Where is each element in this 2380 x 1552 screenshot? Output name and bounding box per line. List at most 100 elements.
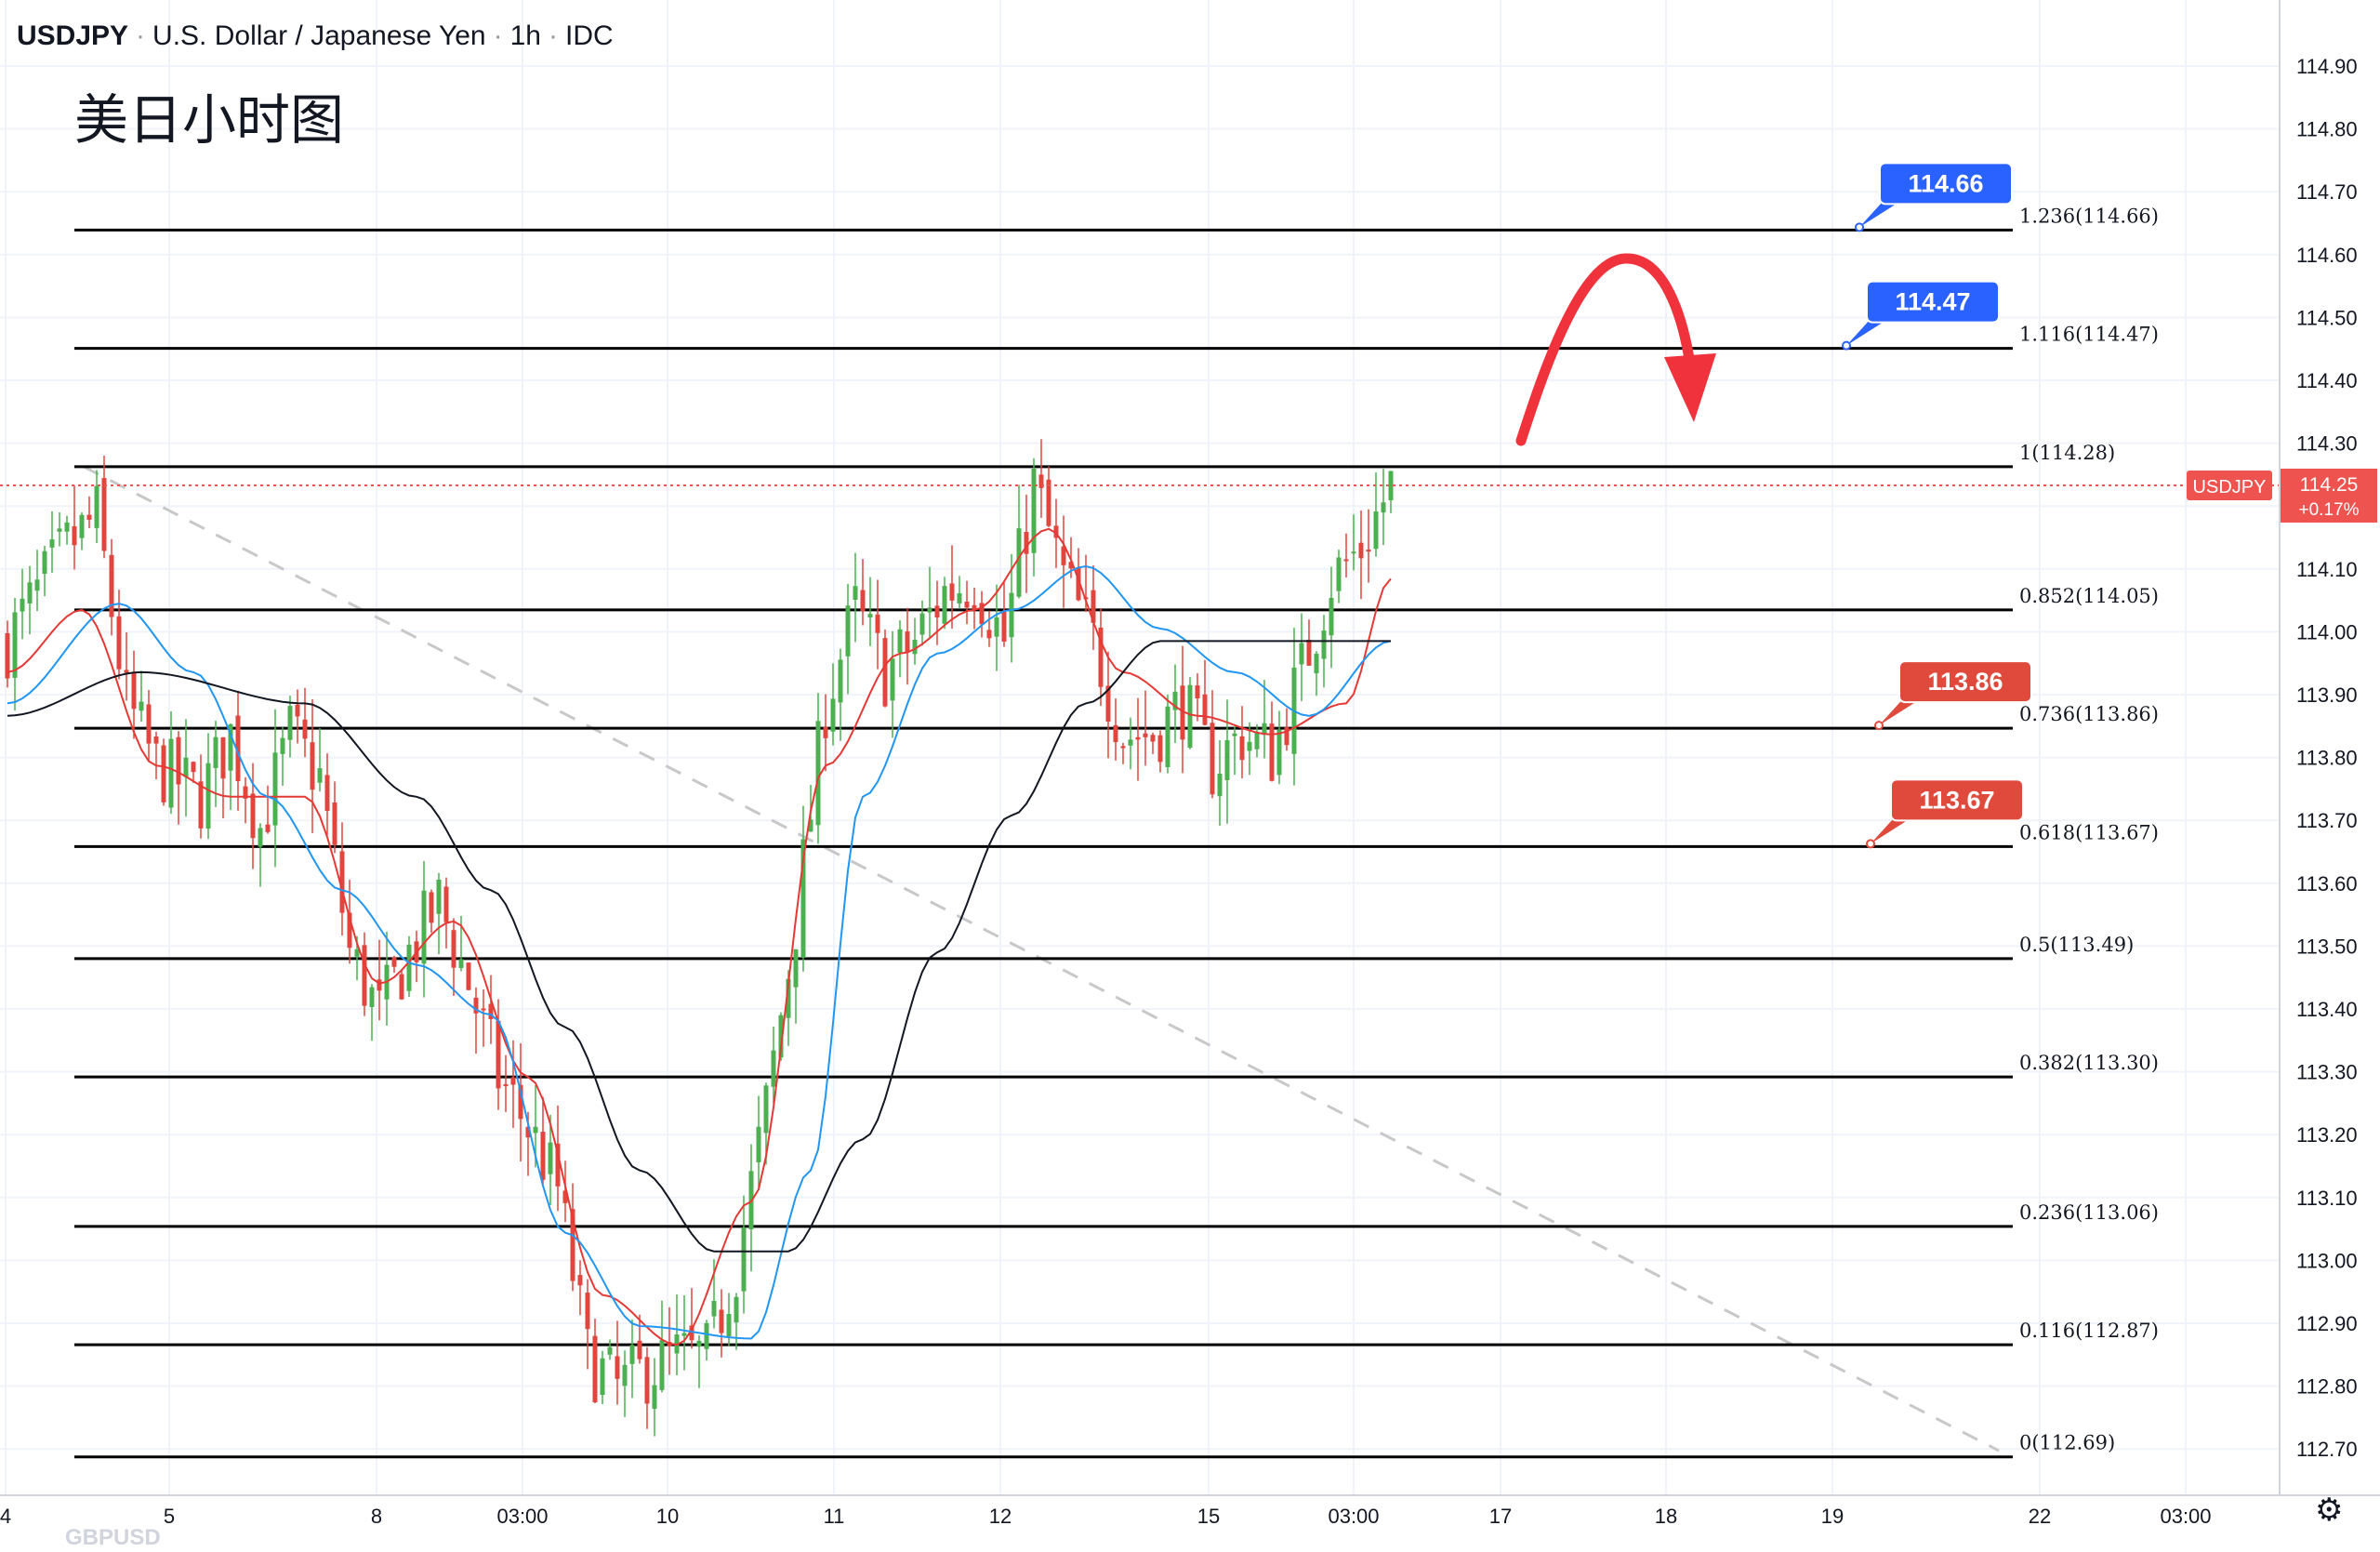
candle-body bbox=[1091, 590, 1096, 623]
price-tick-label: 114.50 bbox=[2296, 306, 2358, 329]
price-tick-label: 113.10 bbox=[2296, 1187, 2358, 1210]
candle-body bbox=[1210, 723, 1215, 795]
last-price-value: 114.25 bbox=[2300, 474, 2359, 496]
candle-body bbox=[964, 601, 970, 608]
callout-anchor bbox=[1866, 839, 1875, 849]
candle-body bbox=[1001, 610, 1007, 643]
candle-body bbox=[875, 614, 880, 633]
candle-body bbox=[280, 737, 285, 754]
candle-body bbox=[592, 1335, 598, 1402]
price-tick-label: 114.60 bbox=[2296, 244, 2358, 267]
candle-body bbox=[823, 726, 828, 738]
candle-body bbox=[443, 886, 449, 922]
candle-body bbox=[176, 736, 181, 785]
candle-body bbox=[585, 1293, 590, 1330]
time-tick-label: 5 bbox=[164, 1505, 175, 1528]
price-tick-label: 113.00 bbox=[2296, 1249, 2358, 1272]
candle-body bbox=[1373, 511, 1379, 550]
candle-body bbox=[287, 706, 293, 740]
candle-body bbox=[79, 514, 85, 538]
candle-body bbox=[1343, 559, 1349, 562]
time-tick-label: 10 bbox=[656, 1505, 679, 1528]
candle-body bbox=[979, 603, 985, 625]
candle-body bbox=[1306, 640, 1312, 666]
price-tick-label: 114.70 bbox=[2296, 180, 2358, 204]
price-tick-label: 113.80 bbox=[2296, 747, 2358, 770]
candle-body bbox=[808, 819, 813, 832]
price-tick-label: 114.10 bbox=[2296, 558, 2358, 581]
price-tick-label: 114.80 bbox=[2296, 118, 2358, 141]
candle-body bbox=[1299, 643, 1304, 665]
callout-text: 114.47 bbox=[1895, 288, 1970, 316]
candle-body bbox=[347, 912, 352, 948]
fib-level-label: 1(114.28) bbox=[2019, 442, 2115, 464]
candle-body bbox=[94, 485, 99, 528]
arrow-head bbox=[1664, 353, 1716, 422]
candle-body bbox=[800, 839, 806, 959]
candle-body bbox=[213, 736, 218, 769]
candle-body bbox=[1217, 774, 1223, 797]
forecast-arrow[interactable] bbox=[1515, 253, 1716, 446]
candle-body bbox=[1336, 557, 1342, 591]
candle-body bbox=[845, 605, 851, 657]
candle-body bbox=[258, 828, 263, 847]
candle-body bbox=[503, 1083, 509, 1086]
candle-body bbox=[1254, 731, 1260, 749]
candle-body bbox=[302, 719, 308, 739]
fibonacci-levels[interactable]: 1.236(114.66) 1.116(114.47) 1(114.28) 0.852… bbox=[74, 205, 2159, 1459]
candle-body bbox=[927, 607, 932, 613]
price-tick-label: 113.90 bbox=[2296, 683, 2358, 707]
candle-body bbox=[57, 528, 62, 532]
candle-body bbox=[139, 701, 144, 711]
symbol-header[interactable]: USDJPY · U.S. Dollar / Japanese Yen · 1h · IDC bbox=[17, 20, 614, 52]
time-tick-label: 03:00 bbox=[496, 1505, 548, 1528]
candle-body bbox=[1284, 727, 1289, 746]
candle-body bbox=[622, 1364, 628, 1386]
fib-level-label: 1.116(114.47) bbox=[2019, 324, 2159, 346]
candle-body bbox=[1046, 479, 1051, 526]
price-callout[interactable]: 113.67 bbox=[1866, 778, 2024, 849]
price-callout[interactable]: 114.47 bbox=[1842, 280, 2000, 351]
fib-level-label: 0.116(112.87) bbox=[2019, 1320, 2159, 1342]
fib-level-label: 0.618(113.67) bbox=[2019, 821, 2159, 843]
candle-body bbox=[719, 1309, 724, 1333]
candle-body bbox=[972, 604, 977, 610]
candle-body bbox=[161, 745, 166, 803]
candle-body bbox=[27, 582, 33, 604]
price-callout[interactable]: 114.66 bbox=[1855, 162, 2013, 232]
time-tick-label: 8 bbox=[371, 1505, 382, 1528]
last-price-tag bbox=[2281, 468, 2377, 523]
price-tick-label: 113.60 bbox=[2296, 872, 2358, 895]
candle-body bbox=[406, 944, 412, 991]
gear-icon[interactable]: ⚙ bbox=[2315, 1492, 2344, 1528]
price-labels[interactable]: 114.66 114.47 113.86 113.67 bbox=[1842, 162, 2032, 849]
price-tick-label: 114.40 bbox=[2296, 369, 2358, 392]
candle-body bbox=[1053, 525, 1059, 538]
candle-body bbox=[704, 1322, 709, 1349]
candle-body bbox=[615, 1356, 620, 1379]
candle-body bbox=[391, 957, 397, 967]
fib-level-label: 0(112.69) bbox=[2019, 1432, 2115, 1454]
candle-body bbox=[12, 612, 18, 678]
symbol-tag-text: USDJPY bbox=[2193, 477, 2267, 497]
candle-body bbox=[1202, 694, 1208, 725]
candle-body bbox=[986, 630, 992, 639]
candle-body bbox=[1187, 684, 1193, 748]
price-callout[interactable]: 113.86 bbox=[1874, 660, 2032, 731]
candle-body bbox=[272, 752, 278, 826]
candle-body bbox=[696, 1340, 702, 1347]
time-axis[interactable]: 4 5 8 03:00 10 11 12 15 03:00 17 18 19 22 03:00 bbox=[0, 1494, 2380, 1528]
curved-arrow[interactable] bbox=[1515, 253, 1696, 446]
candle-body bbox=[451, 930, 456, 968]
candle-body bbox=[548, 1142, 553, 1174]
candle-body bbox=[1157, 735, 1163, 763]
candle-body bbox=[488, 1003, 494, 1019]
candle-body bbox=[72, 525, 77, 546]
annotation-title[interactable]: 美日小时图 bbox=[74, 88, 345, 152]
price-axis[interactable]: 114.90 114.80 114.70 114.60 114.50 114.40 114.… bbox=[2279, 0, 2380, 1552]
candle-body bbox=[436, 879, 442, 914]
candle-body bbox=[5, 632, 10, 679]
price-axis-bg bbox=[2280, 0, 2380, 1552]
symbol-description: U.S. Dollar / Japanese Yen bbox=[152, 20, 486, 51]
